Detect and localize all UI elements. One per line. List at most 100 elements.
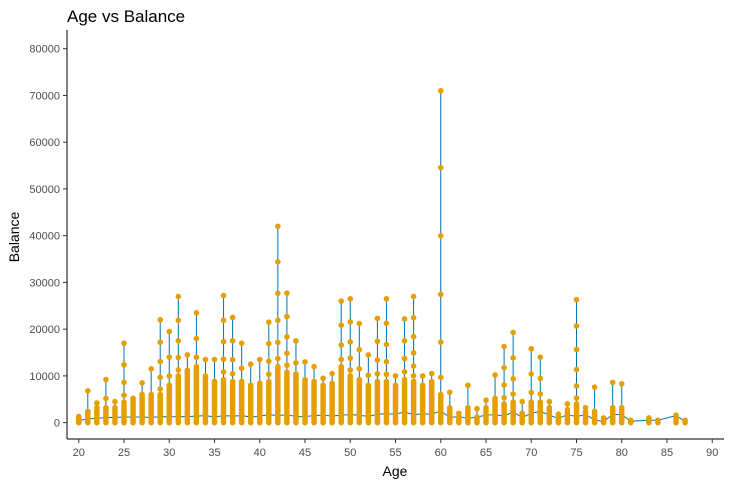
- data-point: [220, 292, 227, 299]
- data-point: [347, 295, 354, 302]
- data-point: [85, 388, 91, 394]
- data-point: [528, 371, 535, 377]
- data-point: [618, 404, 625, 411]
- data-point: [365, 382, 372, 389]
- data-point: [338, 298, 345, 304]
- data-point: [94, 404, 100, 411]
- data-point: [347, 319, 354, 325]
- data-point: [410, 378, 417, 385]
- data-point: [573, 395, 580, 401]
- data-point: [302, 359, 308, 365]
- data-point: [356, 366, 363, 372]
- data-point: [275, 355, 281, 362]
- y-tick-label: 0: [54, 418, 60, 430]
- data-point: [437, 164, 444, 171]
- data-point: [293, 371, 299, 377]
- data-point: [238, 365, 245, 372]
- y-tick-label: 70000: [29, 90, 60, 102]
- data-point: [528, 399, 535, 405]
- data-point: [437, 291, 444, 298]
- data-point: [75, 413, 82, 420]
- data-point: [410, 333, 417, 340]
- data-point: [564, 401, 571, 407]
- data-point: [238, 378, 245, 385]
- data-point: [573, 401, 580, 407]
- data-point: [383, 341, 390, 348]
- data-point: [383, 320, 390, 327]
- data-point: [465, 404, 471, 411]
- data-point: [618, 381, 625, 387]
- data-point: [347, 373, 354, 379]
- data-point: [157, 339, 164, 346]
- data-point: [392, 373, 399, 379]
- data-point: [537, 354, 544, 361]
- data-point: [284, 362, 290, 369]
- data-point: [266, 371, 272, 378]
- data-point: [401, 368, 408, 375]
- data-point: [157, 358, 164, 365]
- data-point: [519, 410, 525, 417]
- data-point: [320, 375, 326, 382]
- data-point: [284, 333, 290, 340]
- data-point: [410, 293, 417, 300]
- data-point: [501, 364, 507, 371]
- x-tick-label: 55: [389, 447, 401, 459]
- data-point: [329, 370, 335, 377]
- x-tick-label: 35: [208, 447, 220, 459]
- data-point: [510, 399, 516, 405]
- data-point: [383, 378, 390, 385]
- data-point: [356, 320, 363, 327]
- data-point: [311, 378, 317, 385]
- data-point: [247, 382, 254, 389]
- data-point: [338, 356, 345, 363]
- data-point: [175, 373, 182, 379]
- data-point: [275, 223, 281, 230]
- data-point: [374, 315, 381, 322]
- data-point: [347, 367, 354, 373]
- data-point: [374, 378, 381, 385]
- data-point: [229, 378, 236, 385]
- data-point: [211, 356, 218, 363]
- data-point: [428, 370, 435, 377]
- x-tick-label: 85: [661, 447, 673, 459]
- data-point: [229, 356, 236, 363]
- data-point: [266, 378, 272, 385]
- data-point: [374, 371, 381, 377]
- data-point: [627, 417, 634, 424]
- data-point: [510, 355, 516, 361]
- x-tick-label: 65: [480, 447, 492, 459]
- data-point: [184, 352, 191, 358]
- data-point: [175, 354, 182, 361]
- data-point: [410, 314, 417, 321]
- data-point: [655, 417, 661, 424]
- data-point: [112, 398, 118, 405]
- data-point: [284, 369, 290, 375]
- y-tick-label: 60000: [29, 137, 60, 149]
- data-point: [266, 319, 272, 325]
- data-point: [501, 394, 507, 401]
- data-point: [356, 376, 363, 383]
- data-point: [374, 357, 381, 363]
- data-point: [519, 398, 525, 405]
- data-point: [492, 395, 498, 402]
- data-point: [103, 376, 109, 383]
- data-point: [266, 340, 272, 347]
- data-point: [600, 415, 607, 421]
- data-point: [302, 376, 308, 383]
- data-point: [320, 382, 326, 389]
- y-tick-label: 20000: [29, 324, 60, 336]
- data-point: [275, 317, 281, 324]
- data-point: [175, 317, 182, 324]
- data-point: [419, 373, 426, 379]
- data-point: [365, 372, 372, 379]
- trend-line: [78, 90, 686, 423]
- data-point: [166, 382, 173, 389]
- data-point: [121, 361, 127, 368]
- data-point: [573, 346, 580, 353]
- data-point: [202, 373, 209, 379]
- x-tick-label: 30: [163, 447, 175, 459]
- data-point: [148, 366, 154, 372]
- data-point: [166, 373, 173, 379]
- data-point: [492, 372, 498, 378]
- data-point: [528, 389, 535, 396]
